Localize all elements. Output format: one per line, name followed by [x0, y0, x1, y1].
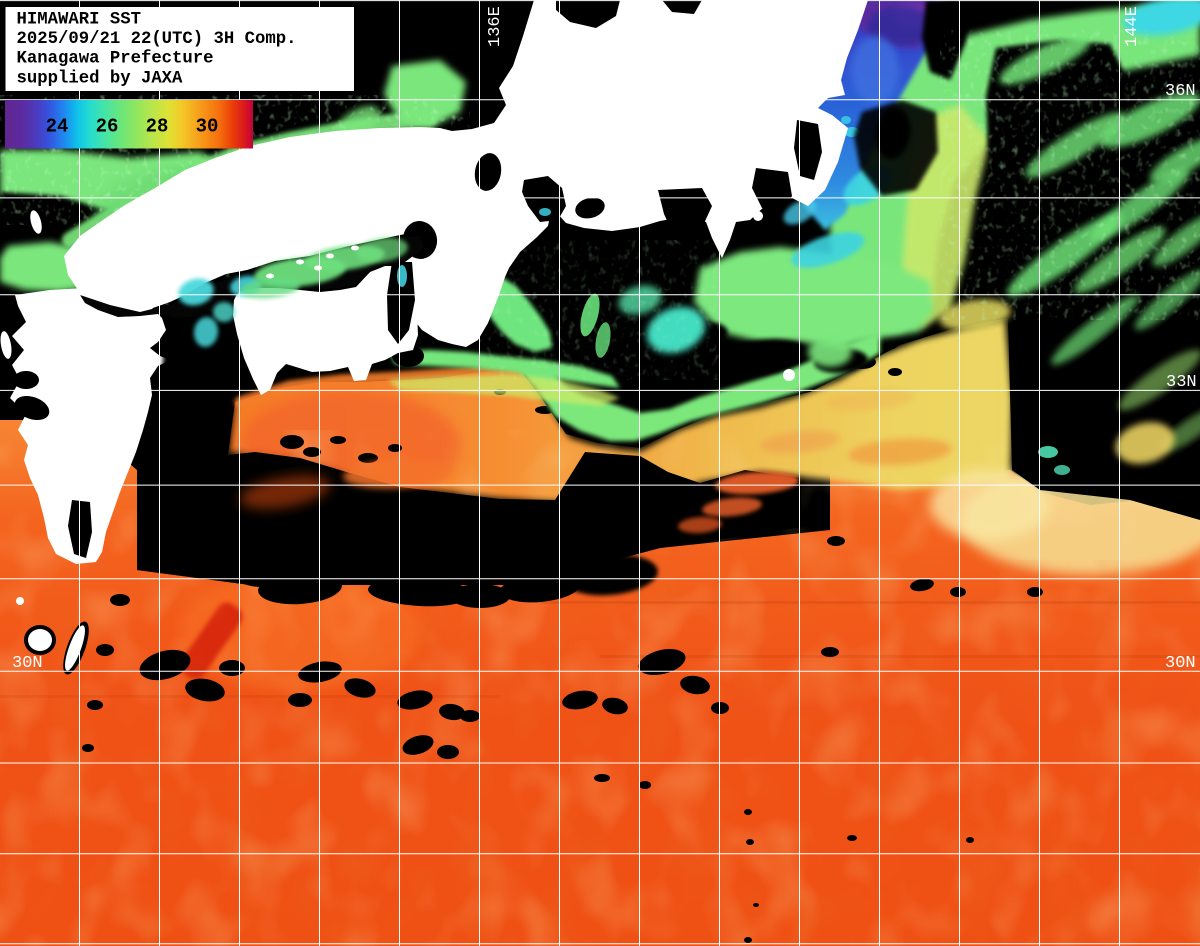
svg-text:24: 24	[46, 116, 69, 138]
svg-text:HIMAWARI SST: HIMAWARI SST	[17, 10, 141, 29]
svg-text:Kanagawa Prefecture: Kanagawa Prefecture	[17, 50, 214, 69]
svg-text:30N: 30N	[12, 654, 43, 673]
svg-text:30: 30	[196, 116, 219, 138]
svg-text:26: 26	[96, 116, 119, 138]
svg-text:supplied by JAXA: supplied by JAXA	[17, 69, 184, 88]
svg-text:30N: 30N	[1165, 654, 1196, 673]
svg-text:136E: 136E	[486, 6, 505, 47]
svg-text:2025/09/21 22(UTC) 3H Comp.: 2025/09/21 22(UTC) 3H Comp.	[17, 30, 297, 49]
svg-text:36N: 36N	[1165, 82, 1196, 101]
svg-text:28: 28	[146, 116, 169, 138]
svg-text:144E: 144E	[1123, 6, 1142, 47]
svg-text:33N: 33N	[1166, 373, 1197, 392]
